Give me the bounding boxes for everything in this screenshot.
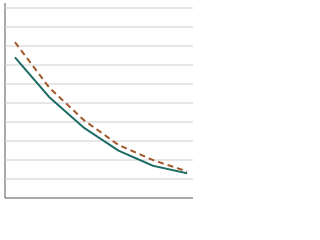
series-line: [14, 41, 188, 173]
series-line: [14, 56, 188, 175]
chart: [4, 3, 193, 199]
